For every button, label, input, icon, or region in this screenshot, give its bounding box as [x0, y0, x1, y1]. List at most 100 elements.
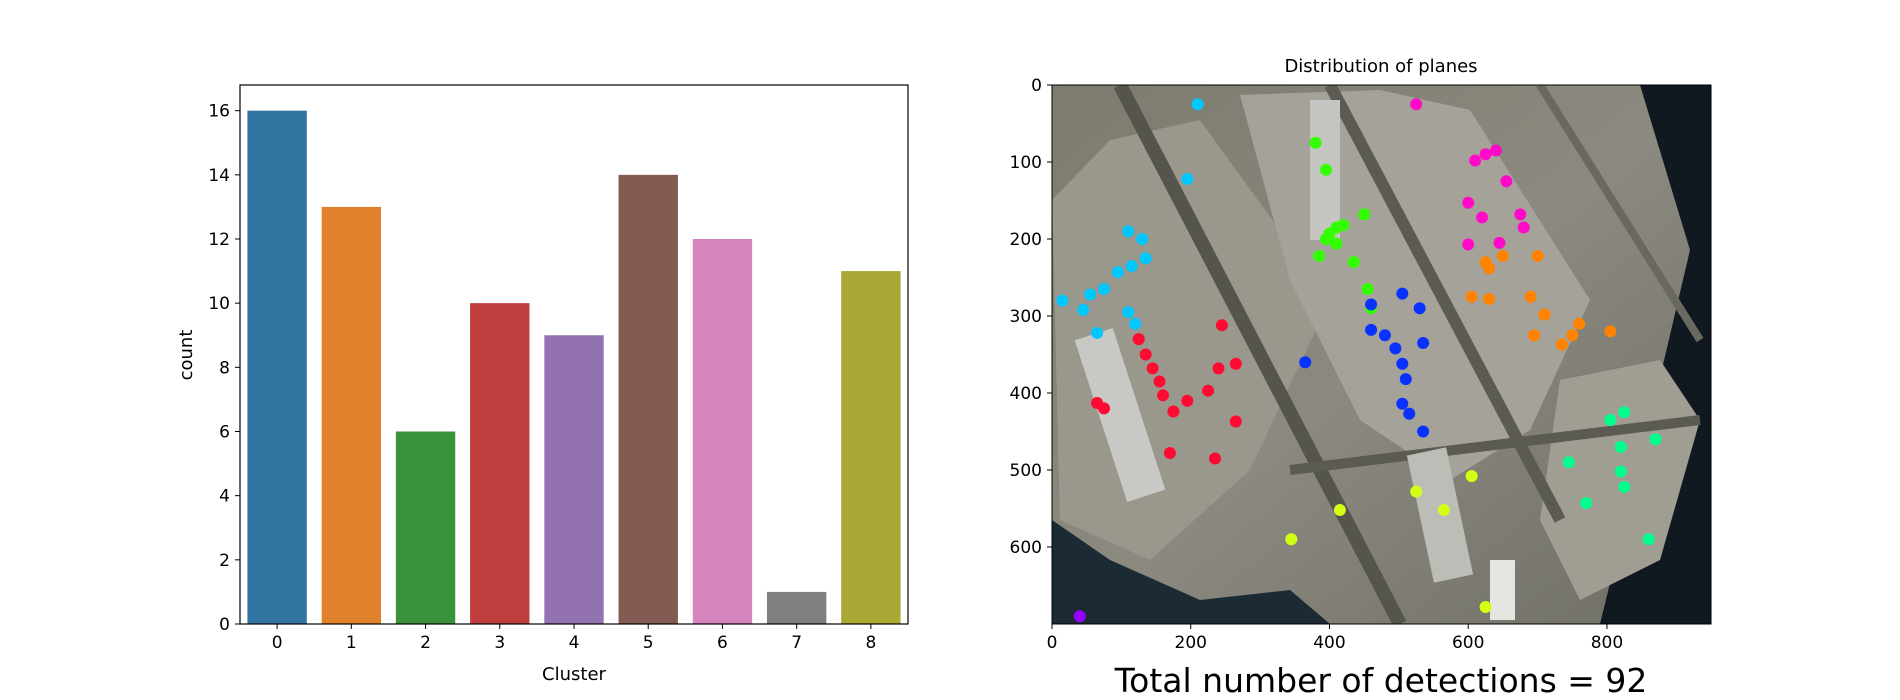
map-y-tick-label: 100	[1010, 153, 1042, 173]
bar-x-axis-label: Cluster	[542, 664, 606, 685]
detection-point-cluster-0	[1191, 98, 1204, 111]
detection-point-cluster-8	[1437, 504, 1450, 517]
detection-point-cluster-7	[1618, 406, 1631, 419]
detection-point-cluster-2	[1330, 237, 1343, 250]
detection-point-cluster-7	[1604, 413, 1617, 426]
detection-point-cluster-0	[1077, 303, 1090, 316]
map-y-tick-label: 0	[1031, 76, 1042, 96]
detection-point-cluster-0	[1111, 266, 1124, 279]
map-x-tick-label: 800	[1591, 633, 1623, 653]
bar-x-tick-label: 2	[420, 633, 431, 653]
detection-point-cluster-3	[1365, 323, 1378, 336]
detection-point-cluster-0	[1098, 283, 1111, 296]
detection-point-cluster-3	[1365, 298, 1378, 311]
detection-point-cluster-1	[1153, 375, 1166, 388]
detection-point-cluster-0	[1084, 288, 1097, 301]
detection-point-cluster-1	[1229, 415, 1242, 428]
bar-cluster-6	[692, 239, 753, 624]
detection-point-cluster-3	[1299, 356, 1312, 369]
detection-point-cluster-1	[1098, 402, 1111, 415]
detection-point-cluster-7	[1614, 440, 1627, 453]
detection-point-cluster-4	[1073, 610, 1086, 623]
detection-point-cluster-0	[1139, 252, 1152, 265]
bar-y-tick-label: 16	[208, 102, 230, 122]
bar-cluster-5	[618, 174, 678, 625]
detection-point-cluster-8	[1333, 504, 1346, 517]
detection-point-cluster-8	[1465, 470, 1478, 483]
bar-cluster-7	[766, 591, 827, 624]
detection-point-cluster-8	[1285, 533, 1298, 546]
bar-y-tick-label: 4	[219, 487, 230, 507]
total-detections-label: Total number of detections = 92	[1114, 661, 1648, 700]
detection-point-cluster-6	[1604, 325, 1617, 338]
detection-point-cluster-6	[1531, 249, 1544, 262]
bar-x-tick-label: 8	[865, 633, 876, 653]
detection-point-cluster-5	[1517, 221, 1530, 234]
detection-point-cluster-5	[1500, 175, 1513, 188]
bar-cluster-4	[544, 335, 604, 624]
detection-point-cluster-8	[1410, 485, 1423, 498]
detection-points	[1056, 98, 1662, 623]
detection-point-cluster-8	[1479, 601, 1492, 614]
bar-y-tick-label: 8	[219, 358, 230, 378]
bar-x-tick-label: 0	[272, 633, 283, 653]
detection-point-cluster-2	[1358, 208, 1371, 221]
detection-point-cluster-5	[1489, 144, 1502, 157]
detection-point-cluster-6	[1528, 329, 1541, 342]
detection-point-cluster-5	[1462, 238, 1475, 251]
detection-point-cluster-7	[1580, 497, 1593, 510]
detection-point-cluster-1	[1212, 362, 1225, 375]
detection-point-cluster-1	[1229, 357, 1242, 370]
detection-point-cluster-5	[1493, 236, 1506, 249]
detection-point-cluster-0	[1129, 317, 1142, 330]
detection-point-cluster-0	[1122, 225, 1135, 238]
bar-x-tick-label: 7	[791, 633, 802, 653]
detection-point-cluster-5	[1476, 211, 1489, 224]
detection-point-cluster-2	[1313, 249, 1326, 262]
detection-point-cluster-5	[1469, 154, 1482, 167]
map-x-tick-label: 200	[1175, 633, 1207, 653]
detection-point-cluster-7	[1562, 456, 1575, 469]
detection-point-cluster-5	[1514, 208, 1527, 221]
map-plot-frame	[1051, 84, 1712, 625]
planes-map-chart: Distribution of planes	[1010, 56, 1712, 700]
detection-point-cluster-5	[1410, 98, 1423, 111]
detection-point-cluster-6	[1483, 262, 1496, 275]
detection-point-cluster-6	[1483, 293, 1496, 306]
bar-cluster-1	[321, 206, 382, 624]
detection-point-cluster-0	[1125, 259, 1138, 272]
bar-x-tick-label: 1	[346, 633, 357, 653]
detection-point-cluster-6	[1524, 290, 1537, 303]
detection-point-cluster-0	[1056, 294, 1069, 307]
detection-point-cluster-2	[1347, 256, 1360, 269]
detection-point-cluster-1	[1202, 384, 1215, 397]
detection-point-cluster-3	[1399, 373, 1412, 386]
detection-point-cluster-7	[1614, 465, 1627, 478]
bar-cluster-2	[395, 431, 456, 624]
map-y-tick-label: 200	[1010, 230, 1042, 250]
detection-point-cluster-3	[1417, 425, 1430, 438]
detection-point-cluster-2	[1320, 233, 1333, 245]
detection-point-cluster-7	[1649, 433, 1662, 446]
detection-point-cluster-3	[1417, 336, 1430, 349]
detection-point-cluster-3	[1396, 397, 1409, 410]
detection-point-cluster-1	[1209, 452, 1222, 465]
detection-point-cluster-1	[1146, 362, 1159, 375]
detection-point-cluster-2	[1361, 283, 1374, 296]
bar-x-tick-label: 3	[494, 633, 505, 653]
detection-point-cluster-7	[1642, 533, 1655, 546]
map-y-tick-label: 300	[1010, 307, 1042, 327]
detection-point-cluster-3	[1378, 329, 1391, 342]
detection-point-cluster-0	[1122, 306, 1135, 319]
bar-cluster-0	[247, 110, 307, 624]
map-y-tick-label: 600	[1010, 538, 1042, 558]
detection-point-cluster-1	[1156, 389, 1169, 402]
detection-point-cluster-2	[1309, 136, 1322, 149]
satellite-image	[1052, 85, 1711, 624]
bar-x-ticks: 0 1 2 3 4 5 6 7 8	[272, 624, 876, 653]
map-y-tick-label: 500	[1010, 461, 1042, 481]
detection-point-cluster-1	[1167, 405, 1180, 418]
detection-point-cluster-3	[1396, 357, 1409, 370]
